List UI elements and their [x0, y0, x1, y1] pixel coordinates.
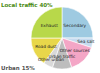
- slice: [62, 7, 93, 38]
- slice-label: Other urban: [38, 57, 64, 62]
- slices: [31, 7, 93, 69]
- chart: SecondarySea saltOther sourcesUrban traf…: [0, 0, 100, 73]
- annotation: Local traffic 40%: [1, 2, 53, 8]
- slice: [31, 7, 62, 38]
- slice-labels: SecondarySea saltOther sourcesUrban traf…: [35, 23, 95, 62]
- slice-label: Exhaust: [41, 23, 59, 28]
- slice-label: Secondary: [63, 23, 86, 28]
- slice-label: Sea salt: [77, 39, 94, 44]
- slice-label: Road dust: [35, 44, 57, 49]
- slice-label: Other sources: [60, 48, 91, 53]
- annotation: Urban 15%: [1, 65, 35, 71]
